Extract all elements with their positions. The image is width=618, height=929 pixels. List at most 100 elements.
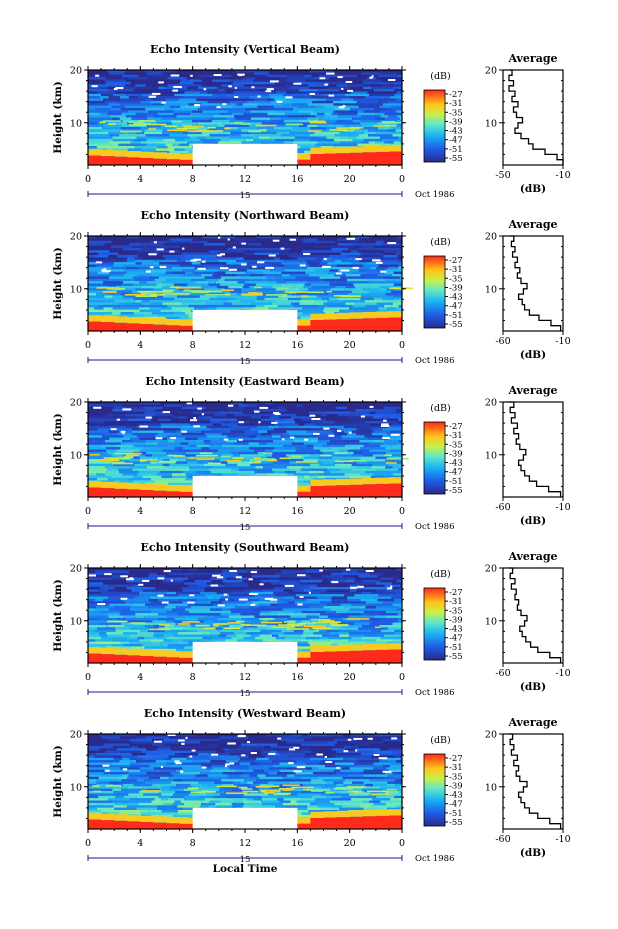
heatmap-cell: [149, 572, 158, 576]
heatmap-cell: [181, 753, 198, 756]
heatmap-cell: [120, 480, 133, 484]
heatmap-cell: [113, 793, 129, 797]
missing-data-speck: [289, 238, 296, 241]
heatmap-cell: [247, 240, 267, 244]
heatmap-cell: [137, 266, 164, 270]
heatmap-cell: [372, 798, 391, 801]
heatmap-band: [297, 153, 311, 160]
heatmap-cell: [195, 774, 208, 778]
heatmap-cell: [277, 772, 296, 775]
heatmap-cell: [154, 798, 162, 801]
heatmap-layer: [287, 623, 306, 625]
heatmap-cell: [323, 779, 345, 782]
heatmap-cell: [305, 91, 320, 95]
heatmap-cell: [399, 791, 402, 794]
heatmap-cell: [88, 454, 112, 458]
heatmap-cell: [123, 644, 143, 647]
heatmap-cell: [330, 440, 343, 443]
heatmap-cell: [112, 411, 119, 415]
heatmap-cell: [358, 627, 368, 631]
heatmap-cell: [125, 413, 143, 417]
heatmap-cell: [220, 300, 227, 303]
heatmap-layer: [114, 452, 137, 455]
heatmap-cell: [327, 625, 343, 628]
heatmap-cell: [318, 437, 332, 441]
heatmap-cell: [144, 625, 155, 628]
heatmap-cell: [375, 141, 385, 145]
heatmap-cell: [343, 734, 351, 737]
heatmap-cell: [124, 748, 147, 752]
heatmap-cell: [330, 793, 350, 797]
missing-data-speck: [157, 594, 164, 597]
heatmap-cell: [398, 418, 402, 422]
heatmap-cell: [108, 738, 130, 742]
heatmap-cell: [218, 105, 234, 109]
heatmap-cell: [247, 100, 271, 104]
heatmap-cell: [231, 451, 238, 455]
heatmap-cell: [129, 641, 152, 645]
heatmap-cell: [311, 96, 333, 99]
heatmap-cell: [310, 802, 318, 806]
heatmap-cell: [310, 781, 320, 785]
heatmap-cell: [135, 416, 154, 420]
heatmap-cell: [352, 781, 364, 785]
heatmap-cell: [99, 634, 108, 638]
heatmap-cell: [262, 589, 284, 593]
heatmap-cell: [180, 764, 202, 768]
heatmap-cell: [103, 115, 110, 118]
x-tick-label: 0: [85, 672, 91, 683]
heatmap-cell: [198, 584, 223, 588]
heatmap-cell: [253, 608, 261, 612]
heatmap-cell: [154, 449, 163, 453]
heatmap-cell: [362, 475, 371, 479]
heatmap-cell: [229, 136, 253, 140]
heatmap-cell: [360, 127, 378, 130]
heatmap-cell: [260, 629, 282, 633]
missing-data-speck: [328, 94, 334, 97]
heatmap-cell: [267, 783, 275, 787]
heatmap-cell: [88, 297, 114, 301]
heatmap-cell: [171, 764, 181, 768]
missing-data-speck: [323, 427, 330, 430]
heatmap-cell: [170, 781, 186, 785]
heatmap-cell: [211, 601, 222, 605]
heatmap-cell: [178, 74, 198, 78]
heatmap-cell: [347, 84, 364, 88]
heatmap-cell: [277, 743, 302, 747]
heatmap-cell: [357, 764, 383, 768]
heatmap-cell: [186, 757, 197, 761]
heatmap-cell: [125, 79, 146, 83]
heatmap-cell: [198, 568, 206, 571]
heatmap-cell: [274, 98, 287, 102]
heatmap-cell: [186, 435, 207, 439]
heatmap-cell: [334, 461, 345, 465]
heatmap-cell: [348, 632, 375, 635]
heatmap-cell: [127, 772, 147, 775]
colorbar-tick-label: -35: [449, 108, 463, 118]
heatmap-cell: [351, 290, 370, 294]
heatmap-cell: [231, 402, 244, 405]
heatmap-cell: [88, 644, 102, 647]
heatmap-cell: [223, 264, 250, 268]
heatmap-cell: [108, 84, 126, 88]
heatmap-cell: [99, 444, 115, 448]
heatmap-cell: [105, 413, 126, 417]
heatmap-cell: [316, 295, 342, 299]
heatmap-cell: [172, 271, 186, 275]
heatmap-cell: [288, 250, 302, 254]
heatmap-cell: [198, 250, 209, 254]
heatmap-band: [375, 317, 390, 331]
heatmap-cell: [362, 800, 370, 804]
heatmap-cell: [128, 96, 139, 99]
heatmap-cell: [374, 409, 397, 412]
heatmap-cell: [219, 736, 238, 740]
heatmap-band: [179, 159, 194, 165]
heatmap-cell: [163, 430, 177, 434]
heatmap-cell: [231, 802, 245, 806]
heatmap-cell: [283, 141, 294, 145]
heatmap-cell: [222, 757, 240, 761]
heatmap-cell: [88, 625, 107, 628]
average-profile-line: [509, 567, 562, 663]
heatmap-cell: [88, 786, 114, 790]
heatmap-cell: [110, 288, 136, 292]
